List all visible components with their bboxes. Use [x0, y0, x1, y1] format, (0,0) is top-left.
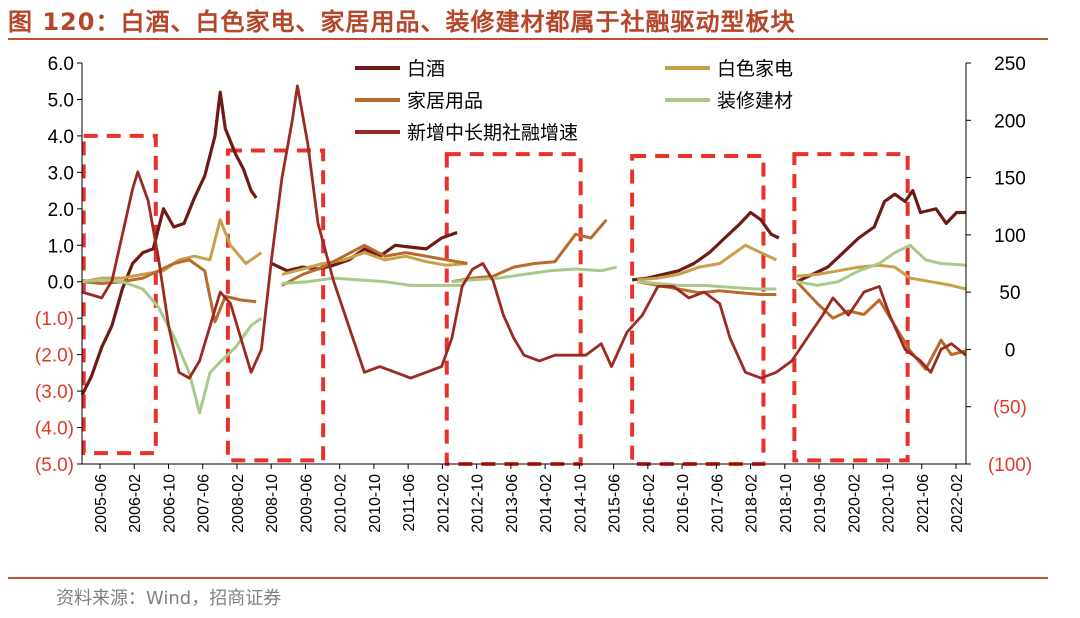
left-tick-label: (3.0) — [35, 382, 74, 403]
x-tick-label: 2008-10 — [264, 474, 281, 533]
x-tick-label: 2008-02 — [230, 474, 247, 533]
series-line-baijiu — [271, 230, 458, 273]
source-note: 资料来源：Wind，招商证券 — [56, 588, 282, 609]
x-tick-label: 2010-10 — [367, 474, 384, 533]
left-tick-label: 0.0 — [48, 273, 74, 294]
x-tick-label: 2012-02 — [435, 474, 452, 533]
x-tick-label: 2020-02 — [846, 474, 863, 533]
x-tick-label: 2018-02 — [744, 474, 761, 533]
right-tick-label: (50) — [993, 398, 1027, 419]
legend-label: 白色家电 — [717, 58, 793, 80]
x-tick-label: 2011-06 — [401, 474, 418, 532]
series-line-baijiu — [80, 90, 258, 396]
series-line-home — [281, 243, 468, 287]
series-line-building — [637, 280, 777, 291]
right-tick-label: (100) — [988, 455, 1032, 476]
series-line-building — [82, 278, 263, 415]
x-tick-label: 2006-02 — [127, 474, 144, 533]
shaded-periods — [81, 133, 910, 467]
left-tick-label: (5.0) — [35, 455, 74, 476]
legend-label: 装修建材 — [717, 90, 793, 112]
x-tick-label: 2005-06 — [93, 474, 110, 533]
x-tick-label: 2017-06 — [709, 474, 726, 533]
shaded-period-3 — [444, 152, 583, 467]
left-tick-label: (2.0) — [35, 346, 74, 367]
left-tick-label: 1.0 — [48, 236, 74, 257]
shaded-period-4 — [630, 153, 766, 467]
series-line-baijiu — [631, 210, 780, 282]
x-tick-label: 2022-02 — [949, 474, 966, 533]
series-line-appliance — [281, 251, 468, 276]
right-tick-label: 100 — [994, 226, 1026, 247]
shaded-period-5 — [792, 152, 910, 463]
left-tick-label: (4.0) — [35, 419, 74, 440]
x-tick-label: 2014-02 — [538, 474, 555, 533]
series-lines — [80, 84, 967, 415]
left-tick-label: 3.0 — [48, 163, 74, 184]
x-tick-label: 2006-10 — [161, 474, 178, 533]
series-line-appliance — [81, 218, 263, 284]
series-line-home — [795, 280, 967, 371]
chart-title: 图 120：白酒、白色家电、家居用品、装修建材都属于社融驱动型板块 — [8, 8, 796, 36]
x-tick-label: 2012-10 — [470, 474, 487, 533]
right-tick-label: 250 — [994, 54, 1026, 75]
shaded-period-2 — [225, 148, 326, 463]
series-line-home — [82, 258, 257, 324]
x-tick-label: 2019-06 — [812, 474, 829, 533]
bottom-rule — [8, 577, 1048, 579]
right-tick-label: 0 — [1005, 340, 1016, 361]
shaded-period-1 — [81, 133, 158, 456]
left-tick-label: (1.0) — [35, 309, 74, 330]
left-tick-label: 2.0 — [48, 200, 74, 221]
x-tick-label: 2009-06 — [298, 474, 315, 533]
x-tick-label: 2014-10 — [572, 474, 589, 533]
series-line-building — [451, 265, 618, 284]
x-tick-label: 2020-10 — [881, 474, 898, 533]
top-rule — [8, 38, 1048, 40]
legend-label: 新增中长期社融增速 — [407, 122, 578, 144]
x-tick-label: 2021-06 — [915, 474, 932, 533]
right-tick-label: 200 — [994, 111, 1026, 132]
axes: 6.0 5.0 4.0 3.0 2.0 1.0 0.0 (1.0) (2.0) (3.0) (4.0… — [35, 54, 1032, 533]
x-tick-label: 2010-02 — [333, 474, 350, 533]
left-tick-label: 5.0 — [48, 90, 74, 111]
x-tick-label: 2016-10 — [675, 474, 692, 533]
chart-canvas: 6.0 5.0 4.0 3.0 2.0 1.0 0.0 (1.0) (2.0) (3.0) (4.0… — [35, 54, 1032, 533]
series-line-baijiu — [796, 189, 966, 284]
right-tick-label: 150 — [994, 169, 1026, 190]
series-line-appliance — [796, 263, 967, 291]
series-line-credit — [81, 84, 967, 380]
right-tick-label: 50 — [999, 283, 1020, 304]
x-tick-label: 2007-06 — [196, 474, 213, 533]
x-tick-label: 2013-06 — [504, 474, 521, 533]
left-tick-label: 6.0 — [48, 54, 74, 75]
legend-label: 白酒 — [407, 58, 445, 80]
x-tick-label: 2018-10 — [778, 474, 795, 533]
x-tick-label: 2015-06 — [607, 474, 624, 533]
left-tick-label: 4.0 — [48, 127, 74, 148]
legend-label: 家居用品 — [407, 90, 483, 112]
x-tick-label: 2016-02 — [641, 474, 658, 533]
series-line-building — [796, 243, 966, 287]
series-line-building — [281, 276, 463, 287]
series-line-home — [451, 218, 608, 284]
series-line-appliance — [637, 243, 777, 282]
